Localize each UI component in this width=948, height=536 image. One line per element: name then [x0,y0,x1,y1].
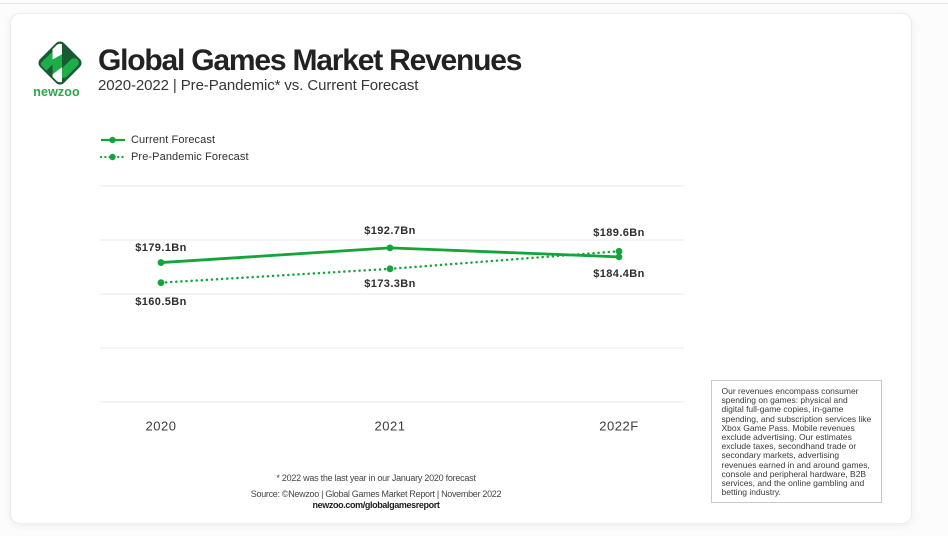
methodology-note-box: Our revenues encompass consumer spending… [711,380,882,503]
newzoo-logo: newzoo [33,41,82,99]
value-label: $189.6Bn [593,226,645,239]
footnotes: * 2022 was the last year in our January … [11,473,741,510]
data-point [386,244,394,252]
footnote-url[interactable]: newzoo.com/globalgamesreport [312,500,440,510]
footnote-asterisk: * 2022 was the last year in our January … [276,473,476,483]
newzoo-wordmark: newzoo [33,84,80,99]
newzoo-logo-icon [38,41,82,85]
value-label: $184.4Bn [593,267,645,280]
page-top-divider [0,0,948,4]
legend-item-solid: Current Forecast [100,131,249,148]
data-point [386,265,394,273]
x-axis-label: 2021 [374,418,406,434]
chart-legend: Current Forecast Pre-Pandemic Forecast [100,131,249,166]
chart-subtitle: 2020-2022 | Pre-Pandemic* vs. Current Fo… [98,76,419,94]
value-label: $192.7Bn [364,225,416,238]
x-axis-label: 2022F [599,418,639,434]
data-point [615,247,623,255]
footnote-source: Source: ©Newzoo | Global Games Market Re… [250,488,502,499]
value-label: $173.3Bn [364,277,416,290]
solid-line-marker-icon [101,136,125,143]
chart-canvas [100,185,684,403]
data-point [615,253,623,261]
legend-label: Pre-Pandemic Forecast [131,151,249,164]
value-label: $179.1Bn [135,242,187,255]
x-axis-label: 2020 [145,418,177,434]
chart-card: newzoo Global Games Market Revenues 2020… [10,13,912,524]
value-label: $160.5Bn [135,296,187,309]
legend-label: Current Forecast [131,133,216,146]
methodology-note-text: Our revenues encompass consumer spending… [721,386,872,498]
data-point [157,279,165,287]
chart-title: Global Games Market Revenues [98,43,522,77]
legend-item-dotted: Pre-Pandemic Forecast [100,148,249,165]
dotted-line-marker-icon [100,153,126,161]
line-chart: $179.1Bn $192.7Bn $184.4Bn $160.5Bn $173.3Bn… [100,180,684,434]
data-point [157,259,165,266]
